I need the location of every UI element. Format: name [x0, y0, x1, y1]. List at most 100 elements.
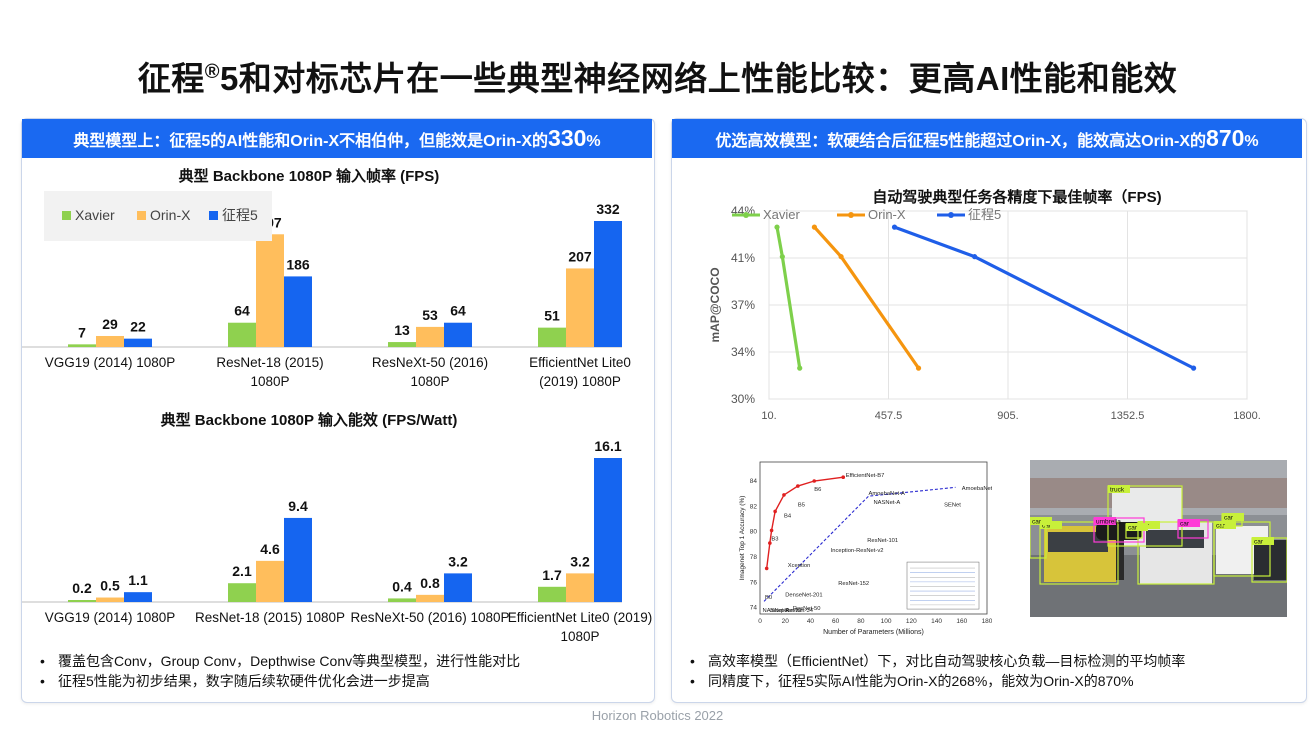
- detection-label-bg: [1252, 537, 1274, 545]
- efficientnet-accuracy-plot: 0 20 40 60 80 100 120 140 160 180 74 76 78 80 82 84 Numb…: [732, 459, 992, 644]
- detection-label: truck: [1110, 487, 1125, 494]
- bar-value-label: 4.6: [260, 541, 280, 557]
- category-label: 1080P: [250, 374, 289, 389]
- thumb-point-label: B4: [784, 514, 792, 520]
- line-chart-title: 自动驾驶典型任务各精度下最佳帧率（FPS): [872, 189, 1161, 206]
- x-tick-label: 10.: [761, 410, 776, 422]
- thumb-inset-table: [906, 561, 980, 610]
- detection-box: [1039, 521, 1119, 585]
- legend-label: Xavier: [75, 207, 115, 223]
- bar-征程5: [594, 221, 622, 347]
- bar-value-label: 29: [102, 316, 118, 332]
- detection-label: car: [1128, 525, 1138, 532]
- x-tick-label: 1352.5: [1111, 410, 1145, 422]
- bar-value-label: 64: [450, 303, 466, 319]
- bar-value-label: 9.4: [288, 498, 308, 514]
- legend-label: Xavier: [763, 207, 801, 222]
- legend-swatch: [209, 211, 218, 220]
- fps-accuracy-line-chart: 自动驾驶典型任务各精度下最佳帧率（FPS)30%34%37%41%44%10. 4…: [708, 189, 1261, 422]
- detection-label-bg: [1222, 513, 1244, 521]
- category-label: ResNet-18 (2015) 1080P: [195, 610, 345, 625]
- bar-value-label: 1.1: [128, 572, 148, 588]
- detection-label-bg: [1030, 517, 1052, 525]
- thumb-x-tick: 140: [931, 618, 942, 625]
- footer-text: Horizon Robotics 2022: [591, 708, 724, 723]
- bar-value-label: 0.5: [100, 578, 120, 594]
- thumb-point-label: AmoebaNet-A: [868, 491, 905, 497]
- thumb-point-label: B5: [798, 502, 805, 508]
- eff-chart-title: 典型 Backbone 1080P 输入能效 (FPS/Watt): [160, 412, 458, 429]
- series-point: [774, 224, 780, 230]
- legend-label: Orin-X: [150, 207, 191, 223]
- thumb-point-label: NASNet-A: [874, 500, 901, 506]
- bar-征程5: [124, 338, 152, 347]
- category-label: VGG19 (2014) 1080P: [45, 610, 176, 625]
- bar-Xavier: [228, 322, 256, 347]
- thumb-y-tick: 84: [750, 478, 758, 485]
- y-tick-label: 34%: [731, 345, 755, 359]
- category-label: 1080P: [560, 629, 599, 644]
- detection-box: [1107, 485, 1183, 547]
- bar-Orin-X: [96, 335, 124, 347]
- series-point: [797, 365, 803, 371]
- bar-value-label: 207: [568, 248, 592, 264]
- thumb-x-tick: 80: [857, 618, 865, 625]
- bar-Orin-X: [416, 326, 444, 347]
- detection-label: car: [1180, 521, 1190, 528]
- bar-value-label: 7: [78, 324, 86, 340]
- efficientnet-point: [769, 528, 774, 533]
- detection-label-bg: [1126, 523, 1148, 531]
- bar-value-label: 0.8: [420, 575, 440, 591]
- category-label: ResNeXt-50 (2016): [372, 355, 488, 370]
- thumb-point-label: ResNet-152: [838, 581, 869, 587]
- bar-Orin-X: [256, 234, 284, 347]
- x-tick-label: 1800.: [1233, 410, 1261, 422]
- bar-征程5: [594, 458, 622, 602]
- legend-swatch: [137, 211, 146, 220]
- efficientnet-point: [764, 566, 769, 571]
- thumb-y-tick: 76: [750, 579, 758, 586]
- thumb-point-label: ResNet-50: [793, 606, 821, 612]
- detection-label: umbrella: [1096, 519, 1121, 526]
- left-panel: 典型模型上：征程5的AI性能和Orin-X不相伯仲，但能效是Orin-X的330…: [21, 118, 655, 703]
- bar-Xavier: [538, 327, 566, 347]
- detection-label-bg: [1214, 521, 1236, 529]
- bar-Xavier: [538, 586, 566, 602]
- thumb-point-label: B3: [771, 537, 778, 543]
- thumb-x-tick: 180: [982, 618, 992, 625]
- detection-label: car: [1254, 539, 1264, 546]
- bar-value-label: 16.1: [594, 438, 621, 454]
- thumb-x-tick: 0: [758, 618, 762, 625]
- detection-label-bg: [1108, 485, 1130, 493]
- legend-label: 征程5: [968, 207, 1001, 222]
- detection-label: car: [1224, 515, 1234, 522]
- photo-pedestrian: [1116, 540, 1124, 580]
- photo-suv-window: [1146, 530, 1204, 548]
- legend-label: 征程5: [222, 207, 258, 223]
- left-bullets: 覆盖包含Conv，Group Conv，Depthwise Conv等典型模型，…: [36, 651, 520, 691]
- detection-label: car: [1042, 523, 1052, 530]
- series-line-征程5: [893, 225, 1195, 370]
- thumb-point-label: AmoebaNet-C: [962, 486, 992, 492]
- bar-Xavier: [228, 583, 256, 602]
- bar-征程5: [284, 517, 312, 602]
- category-label: (2019) 1080P: [539, 374, 621, 389]
- legend-box: [44, 191, 272, 241]
- bar-value-label: 64: [234, 303, 250, 319]
- bar-Orin-X: [96, 597, 124, 602]
- bar-value-label: 3.2: [570, 553, 590, 569]
- thumb-y-tick: 82: [750, 503, 758, 510]
- thumb-y-tick: 78: [750, 554, 758, 561]
- detection-label: car: [1032, 519, 1042, 526]
- efficientnet-point: [841, 475, 846, 479]
- thumb-y-tick: 80: [750, 529, 758, 536]
- series-point: [915, 365, 922, 371]
- fps-chart-title: 典型 Backbone 1080P 输入帧率 (FPS): [178, 168, 440, 185]
- thumb-x-tick: 40: [807, 618, 815, 625]
- y-tick-label: 30%: [731, 392, 755, 406]
- right-banner: 优选高效模型：软硬结合后征程5性能超过Orin-X，能效高达Orin-X的870…: [672, 119, 1302, 158]
- bar-value-label: 186: [286, 256, 310, 272]
- x-tick-label: 457.5: [875, 410, 903, 422]
- series-point: [891, 224, 898, 230]
